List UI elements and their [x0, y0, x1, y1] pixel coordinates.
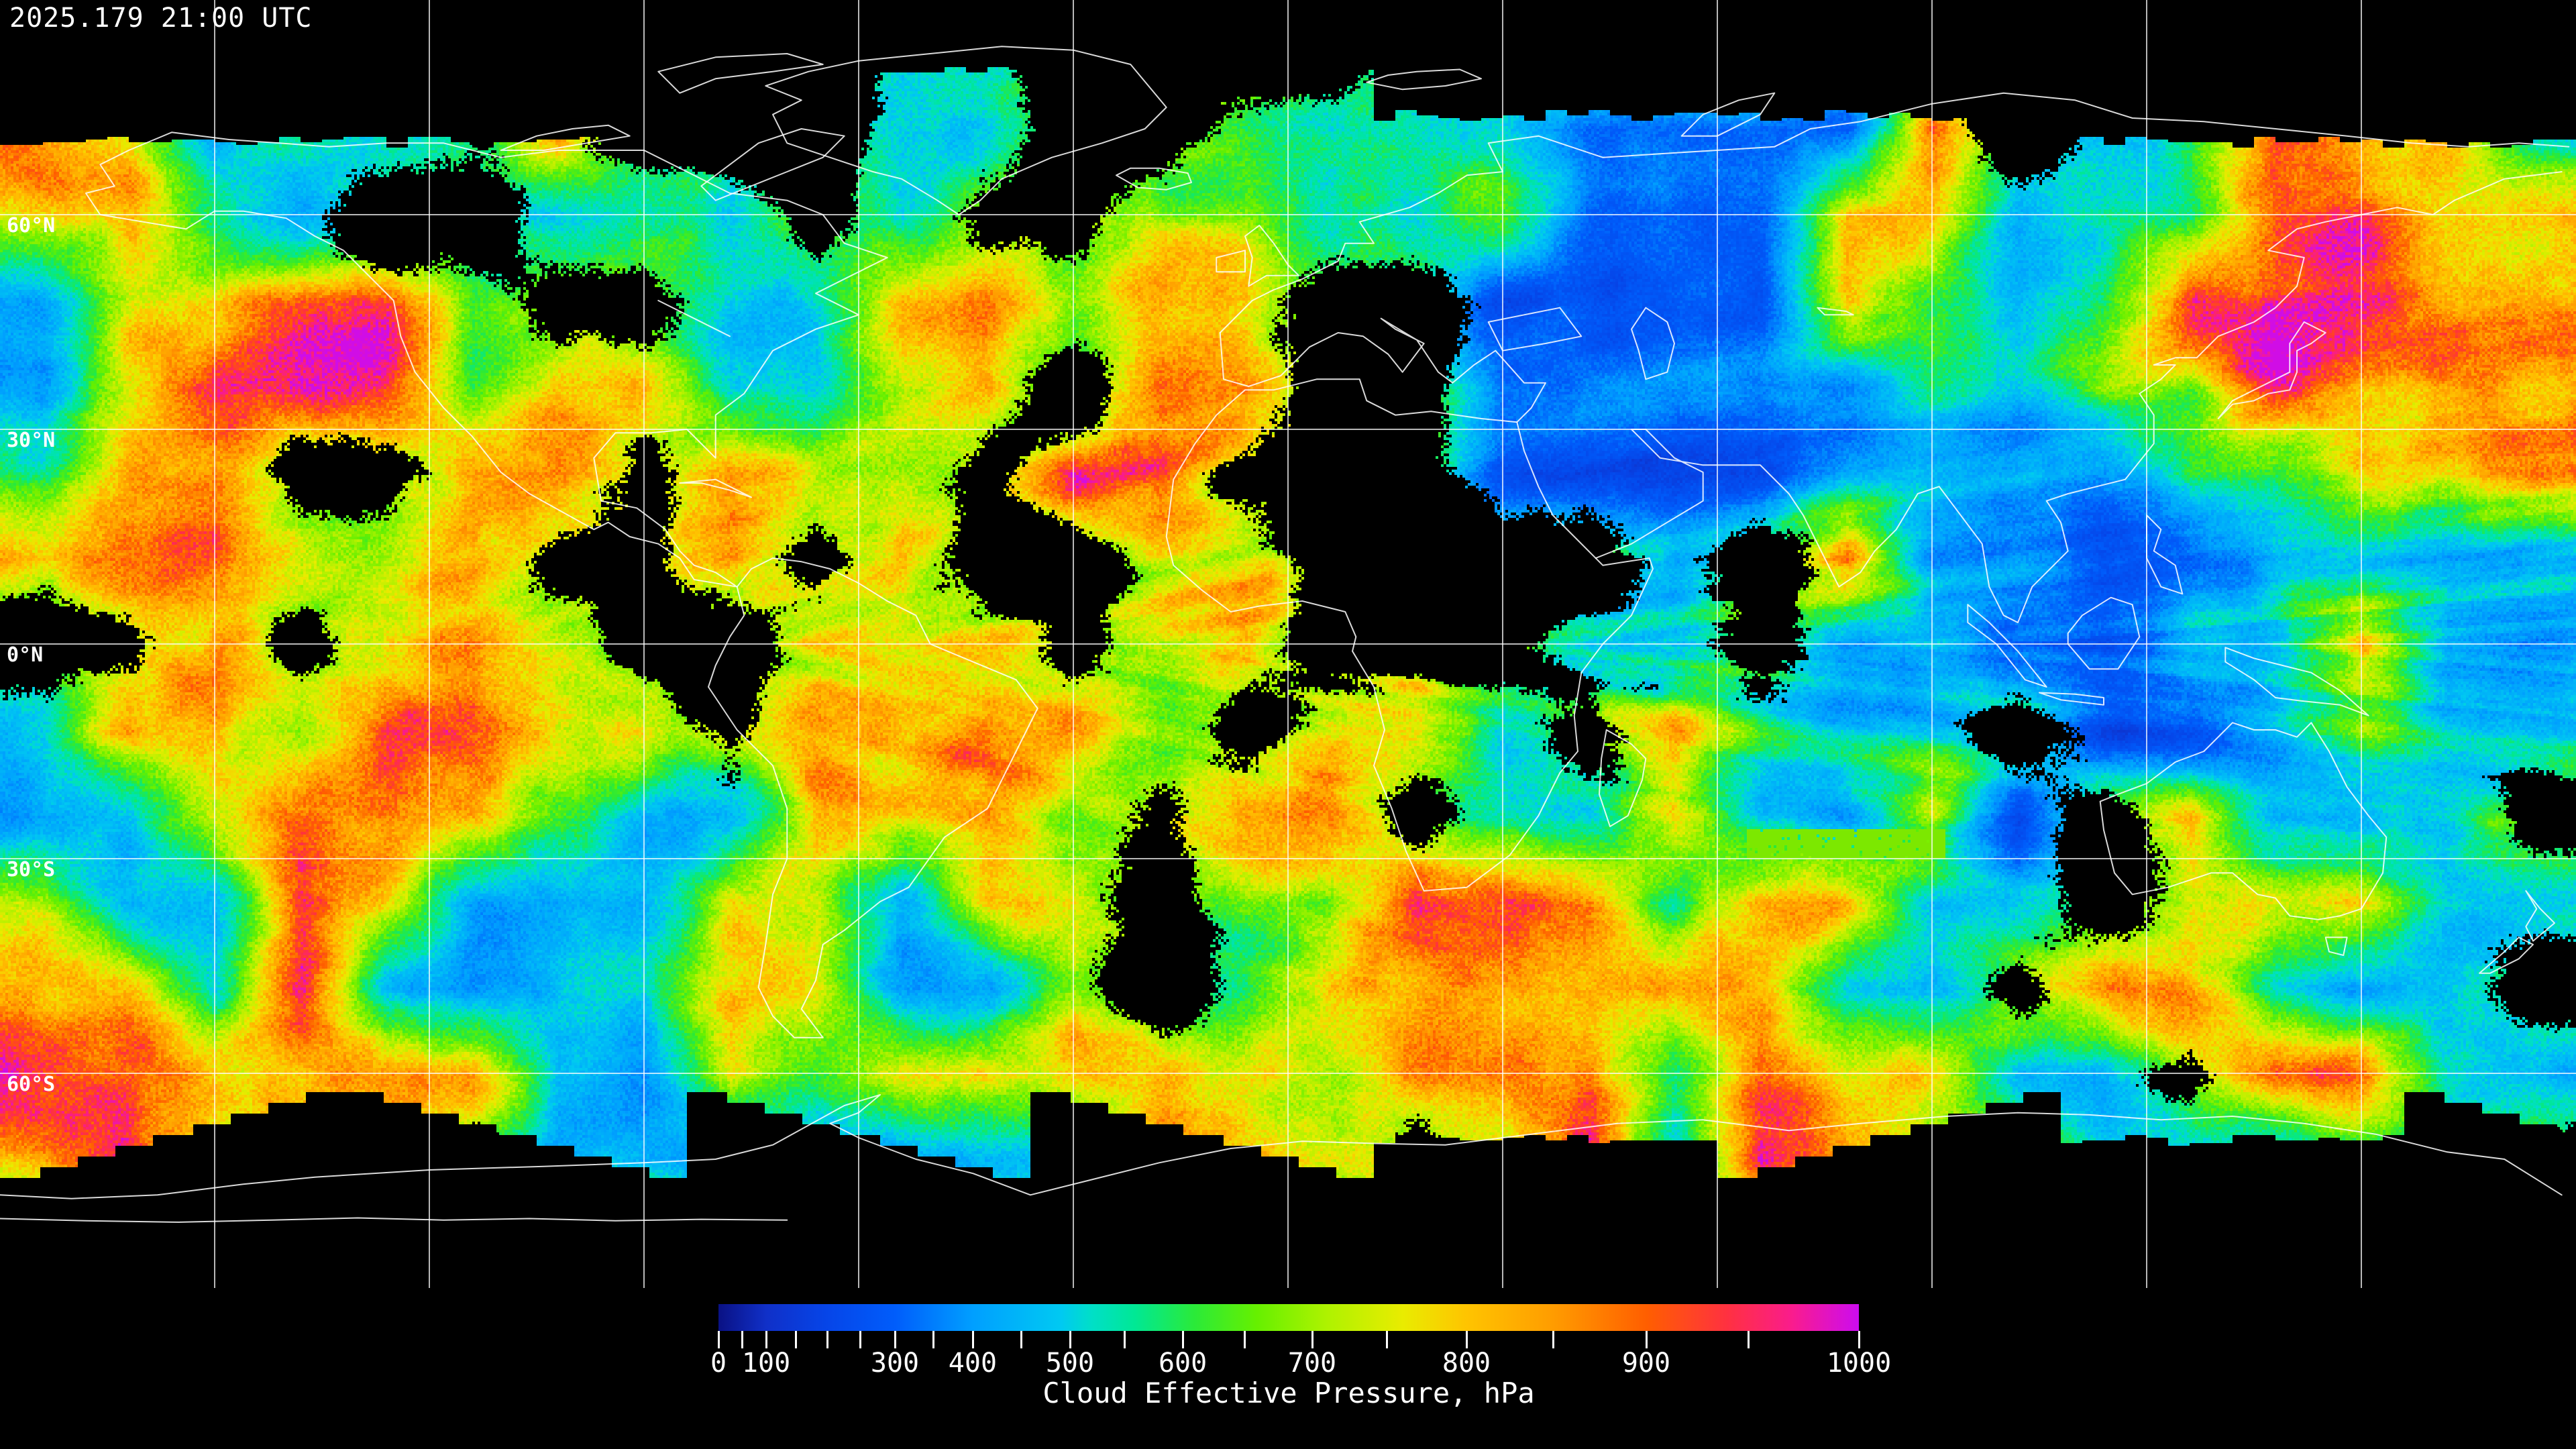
colorbar-tick	[765, 1331, 768, 1348]
coastline	[2039, 692, 2104, 706]
colorbar-tick-label: 800	[1442, 1348, 1491, 1379]
coastline	[1116, 167, 1192, 191]
coastline	[708, 557, 1038, 1038]
colorbar-tick	[741, 1331, 744, 1348]
colorbar-tick-label: 600	[1158, 1348, 1208, 1379]
colorbar-tick	[932, 1331, 934, 1348]
coastline	[2146, 515, 2184, 595]
coastline	[2525, 890, 2555, 942]
colorbar-tick	[894, 1331, 896, 1348]
coastline	[1631, 307, 1675, 380]
colorbar-tick	[1552, 1331, 1555, 1348]
coastline	[1244, 225, 1299, 287]
coastline	[1967, 604, 2047, 688]
colorbar-tick	[1747, 1331, 1750, 1348]
colorbar-tick	[859, 1331, 861, 1348]
coastline	[657, 300, 731, 337]
graticule	[0, 0, 2576, 1288]
colorbar-title: Cloud Effective Pressure, hPa	[1042, 1377, 1535, 1409]
colorbar-tick-label: 0	[710, 1348, 727, 1379]
coastline	[1595, 171, 2563, 623]
latitude-label: 30°S	[7, 858, 56, 881]
coastlines	[0, 46, 2570, 1223]
coastline	[700, 128, 845, 201]
colorbar-tick	[718, 1331, 720, 1348]
coastline	[1817, 307, 1854, 316]
colorbar-tick	[1069, 1331, 1071, 1348]
coastline	[1599, 729, 1647, 827]
colorbar-tick	[794, 1331, 797, 1348]
colorbar-tick	[1466, 1331, 1468, 1348]
latitude-label: 0°N	[7, 643, 44, 667]
coastline	[1219, 317, 1546, 423]
coastline	[2324, 936, 2348, 956]
colorbar-tick-label: 300	[870, 1348, 920, 1379]
coastline	[1219, 92, 2570, 333]
latitude-label: 30°N	[7, 429, 56, 452]
colorbar-tick	[1645, 1331, 1648, 1348]
colorbar-tick	[1311, 1331, 1314, 1348]
colorbar-tick	[826, 1331, 828, 1348]
coastline	[500, 124, 631, 151]
coastline	[0, 1217, 788, 1223]
latitude-label: 60°S	[7, 1073, 56, 1096]
colorbar-gradient	[718, 1304, 1859, 1331]
colorbar-tick	[971, 1331, 974, 1348]
colorbar-tick-label: 500	[1045, 1348, 1095, 1379]
colorbar-tick	[1244, 1331, 1246, 1348]
colorbar-tick-label: 1000	[1826, 1348, 1892, 1379]
map-overlay	[0, 0, 2576, 1288]
colorbar-tick	[1020, 1331, 1022, 1348]
coastline	[2217, 321, 2326, 419]
colorbar-tick-label: 400	[948, 1348, 998, 1379]
coastline	[1165, 378, 1654, 892]
coastline	[765, 46, 1167, 215]
colorbar-tick	[1182, 1331, 1185, 1348]
coastline	[2099, 722, 2387, 920]
colorbar-tick	[1386, 1331, 1389, 1348]
coastline	[2067, 596, 2141, 670]
coastline	[85, 131, 888, 588]
coastline	[657, 53, 824, 94]
coastline	[1216, 250, 1246, 273]
coastline	[1366, 68, 1482, 91]
colorbar-tick-label: 900	[1621, 1348, 1671, 1379]
timestamp: 2025.179 21:00 UTC	[9, 3, 313, 34]
coastline	[2479, 936, 2534, 974]
latitude-label: 60°N	[7, 214, 56, 237]
colorbar-tick	[1124, 1331, 1126, 1348]
colorbar-tick-label: 100	[741, 1348, 791, 1379]
coastline	[679, 478, 752, 498]
coastline	[1680, 92, 1776, 137]
colorbar-tick-label: 700	[1287, 1348, 1337, 1379]
coastline	[0, 1094, 2563, 1199]
colorbar-tick	[1858, 1331, 1860, 1348]
coastline	[2224, 647, 2369, 716]
